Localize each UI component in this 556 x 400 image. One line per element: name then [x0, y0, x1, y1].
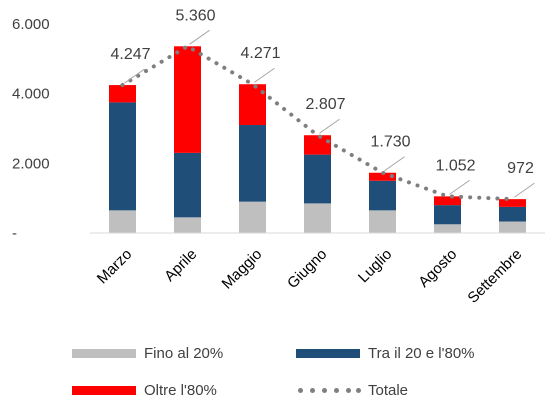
bar-segment-3: [434, 196, 461, 206]
totals-series: 4.247 5.360 4.271 2.807 1.730 1.052 972: [110, 7, 535, 202]
bar-segment-3: [499, 199, 526, 207]
total-data-label: 1.730: [370, 134, 410, 151]
total-data-label: 1.052: [435, 157, 475, 174]
bar-segment-2: [109, 102, 136, 211]
bar-segment-1: [304, 203, 331, 233]
bar-segment-2: [499, 206, 526, 222]
x-category-label: Marzo: [94, 246, 135, 287]
y-tick-label: 6.000: [12, 16, 50, 33]
data-label-leader: [319, 118, 340, 134]
bars: [109, 46, 526, 233]
data-label-leader: [189, 29, 210, 45]
x-category-label: Aprile: [161, 246, 200, 285]
bar-segment-3: [304, 135, 331, 155]
bar-segment-1: [109, 210, 136, 233]
bar-segment-1: [499, 221, 526, 233]
x-category-label: Agosto: [415, 246, 460, 291]
bar-segment-2: [304, 154, 331, 204]
y-tick-label: -: [12, 225, 17, 242]
data-label-leader: [384, 156, 405, 172]
y-axis: - 2.000 4.000 6.000: [12, 16, 50, 242]
x-category-label: Maggio: [219, 246, 266, 293]
bar-segment-3: [109, 85, 136, 103]
data-label-leader: [514, 182, 535, 198]
total-data-label: 5.360: [175, 7, 215, 24]
y-tick-label: 2.000: [12, 155, 50, 172]
bar-segment-1: [369, 210, 396, 233]
bar-segment-3: [174, 46, 201, 153]
x-category-label: Giugno: [284, 246, 330, 292]
bar-segment-2: [174, 152, 201, 218]
total-data-label: 4.271: [240, 45, 280, 62]
total-data-label: 2.807: [305, 96, 345, 113]
bar-segment-3: [369, 172, 396, 181]
data-label-leader: [449, 179, 470, 195]
bar-segment-2: [434, 205, 461, 225]
y-tick-label: 4.000: [12, 86, 50, 103]
bar-segment-1: [174, 217, 201, 233]
data-label-leader: [254, 67, 275, 83]
total-data-label: 4.247: [110, 46, 150, 63]
total-data-label: 972: [507, 160, 534, 177]
data-label-leader: [124, 68, 145, 84]
x-category-label: Luglio: [355, 246, 395, 286]
x-axis: Marzo Aprile Maggio Giugno Luglio Agosto Sette…: [90, 232, 545, 307]
bar-segment-2: [369, 180, 396, 211]
bar-segment-1: [239, 201, 266, 233]
x-category-label: Settembre: [464, 246, 525, 307]
bar-segment-1: [434, 224, 461, 233]
bar-segment-2: [239, 125, 266, 202]
